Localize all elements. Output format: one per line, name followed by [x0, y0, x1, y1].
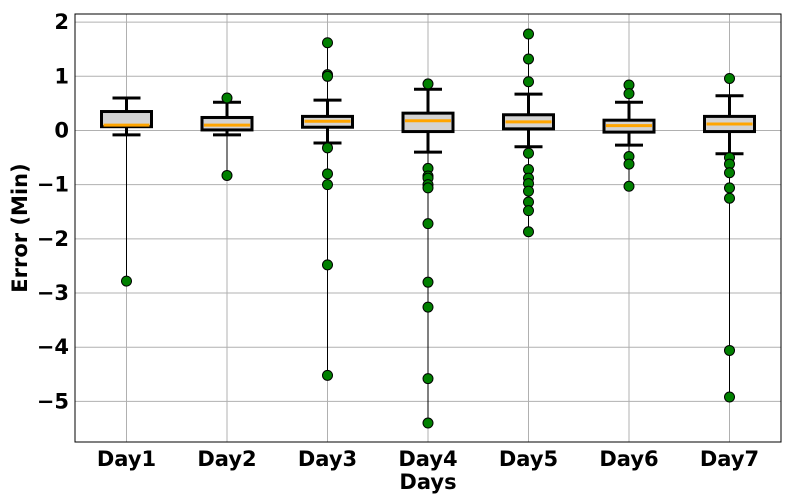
data-point — [422, 78, 434, 90]
y-tick-label: −3 — [37, 281, 69, 305]
data-point — [523, 185, 534, 197]
data-point — [221, 92, 233, 104]
data-point — [523, 53, 534, 65]
y-tick-labels: 2 1 0 −1 −2 −3 −4 −5 — [37, 10, 69, 413]
x-tick-label: Day6 — [599, 447, 658, 471]
data-point — [724, 192, 735, 204]
data-point — [422, 417, 434, 429]
data-point — [523, 28, 534, 40]
x-tick-label: Day3 — [298, 447, 357, 471]
box-day1 — [100, 110, 153, 129]
data-point — [623, 158, 635, 170]
x-tick-labels: Day1 Day2 Day3 Day4 Day5 Day6 Day7 — [97, 447, 759, 471]
data-point — [322, 259, 333, 271]
x-tick-label: Day7 — [700, 447, 759, 471]
data-point — [724, 182, 735, 194]
data-point — [724, 391, 735, 403]
data-point — [422, 373, 434, 385]
data-point — [724, 167, 735, 179]
plot-frame — [74, 13, 782, 443]
data-point — [322, 369, 333, 381]
y-tick-label: 2 — [54, 10, 69, 34]
data-point — [221, 169, 233, 181]
data-point — [422, 218, 434, 230]
point-layer — [121, 28, 735, 429]
data-point — [523, 205, 534, 217]
y-tick-label: −5 — [37, 389, 69, 413]
data-point — [523, 226, 534, 238]
y-tick-label: 1 — [54, 64, 69, 88]
data-point — [422, 276, 434, 288]
whisker-layer — [112, 34, 744, 424]
data-point — [724, 72, 735, 84]
y-tick-label: −1 — [37, 173, 69, 197]
data-point — [422, 182, 434, 194]
x-tick-label: Day2 — [197, 447, 256, 471]
y-tick-label: 0 — [54, 118, 69, 142]
data-point — [322, 37, 333, 49]
box-layer — [100, 110, 756, 134]
y-axis-label: Error (Min) — [8, 163, 32, 292]
x-tick-label: Day4 — [398, 447, 457, 471]
data-point — [623, 180, 635, 192]
x-tick-label: Day5 — [499, 447, 558, 471]
x-axis-label: Days — [399, 470, 456, 494]
data-point — [724, 344, 735, 356]
data-point — [523, 147, 534, 159]
box-day4 — [401, 111, 455, 134]
data-point — [322, 142, 333, 154]
x-tick-label: Day1 — [97, 447, 156, 471]
y-tick-label: −2 — [37, 227, 69, 251]
data-point — [523, 76, 534, 88]
data-point — [422, 301, 434, 313]
data-point — [623, 88, 635, 100]
data-point — [322, 168, 333, 180]
data-point — [322, 70, 333, 82]
data-point — [322, 179, 333, 191]
y-tick-label: −4 — [37, 335, 69, 359]
data-point — [121, 275, 132, 287]
